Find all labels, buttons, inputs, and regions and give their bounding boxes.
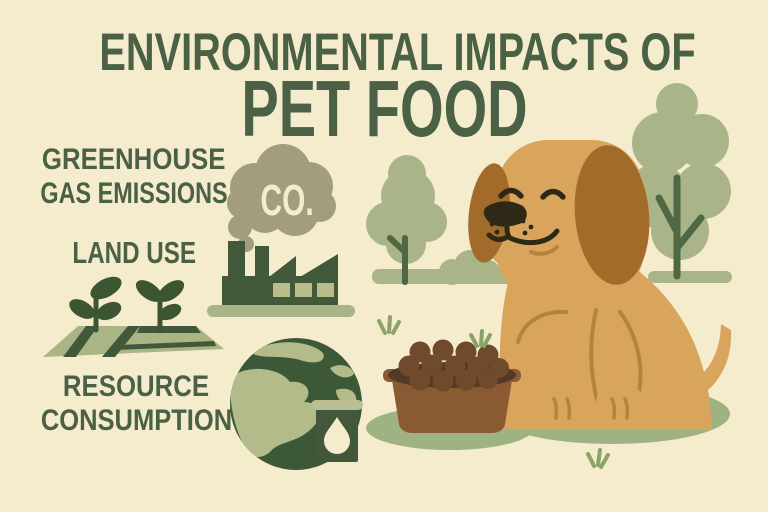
label-greenhouse-gas-emissions: GREENHOUSE GAS EMISSIONS — [0, 143, 268, 210]
co2-cloud-icon — [227, 144, 336, 252]
sprout-icon — [135, 280, 185, 333]
sprout-icon — [69, 276, 122, 333]
page-title-line-2: PET FOOD — [0, 63, 768, 155]
dog-paw — [538, 386, 586, 420]
land-use-label: LAND USE — [72, 235, 196, 270]
page-title: ENVIRONMENTAL IMPACTS OF — [0, 22, 768, 83]
greenhouse-label-line2: GAS EMISSIONS — [40, 176, 228, 210]
dog-eyes-closed — [498, 187, 566, 200]
water-drop-barrel-icon — [311, 400, 363, 462]
dog-ear — [574, 145, 650, 285]
co2-text: CO. — [260, 176, 314, 225]
tree-icon — [366, 155, 447, 285]
title-line-2: PET FOOD — [240, 64, 528, 153]
dog-whisker-dots — [489, 218, 534, 236]
kibble — [398, 339, 509, 392]
dog-nose — [483, 201, 527, 227]
label-resource-consumption: RESOURCE CONSUMPTION — [0, 370, 272, 437]
dog-food-bowl — [383, 339, 521, 433]
resource-label-line1: RESOURCE — [62, 370, 210, 403]
greenhouse-label-line1: GREENHOUSE — [42, 143, 226, 176]
title-line-1: ENVIRONMENTAL IMPACTS OF — [99, 23, 696, 82]
dog-chin-line — [529, 245, 559, 256]
tree-icon — [625, 83, 731, 280]
dog-mouth — [486, 225, 560, 246]
label-land-use: LAND USE — [0, 235, 268, 271]
factory-icon — [207, 241, 355, 317]
dog-illustration — [468, 140, 732, 430]
dog-paw — [596, 386, 644, 420]
resource-label-line2: CONSUMPTION — [40, 403, 232, 437]
co2-cloud-text: CO. — [241, 176, 333, 226]
sprout-field-icon — [43, 276, 224, 357]
grass-tuft-icon — [377, 315, 610, 469]
